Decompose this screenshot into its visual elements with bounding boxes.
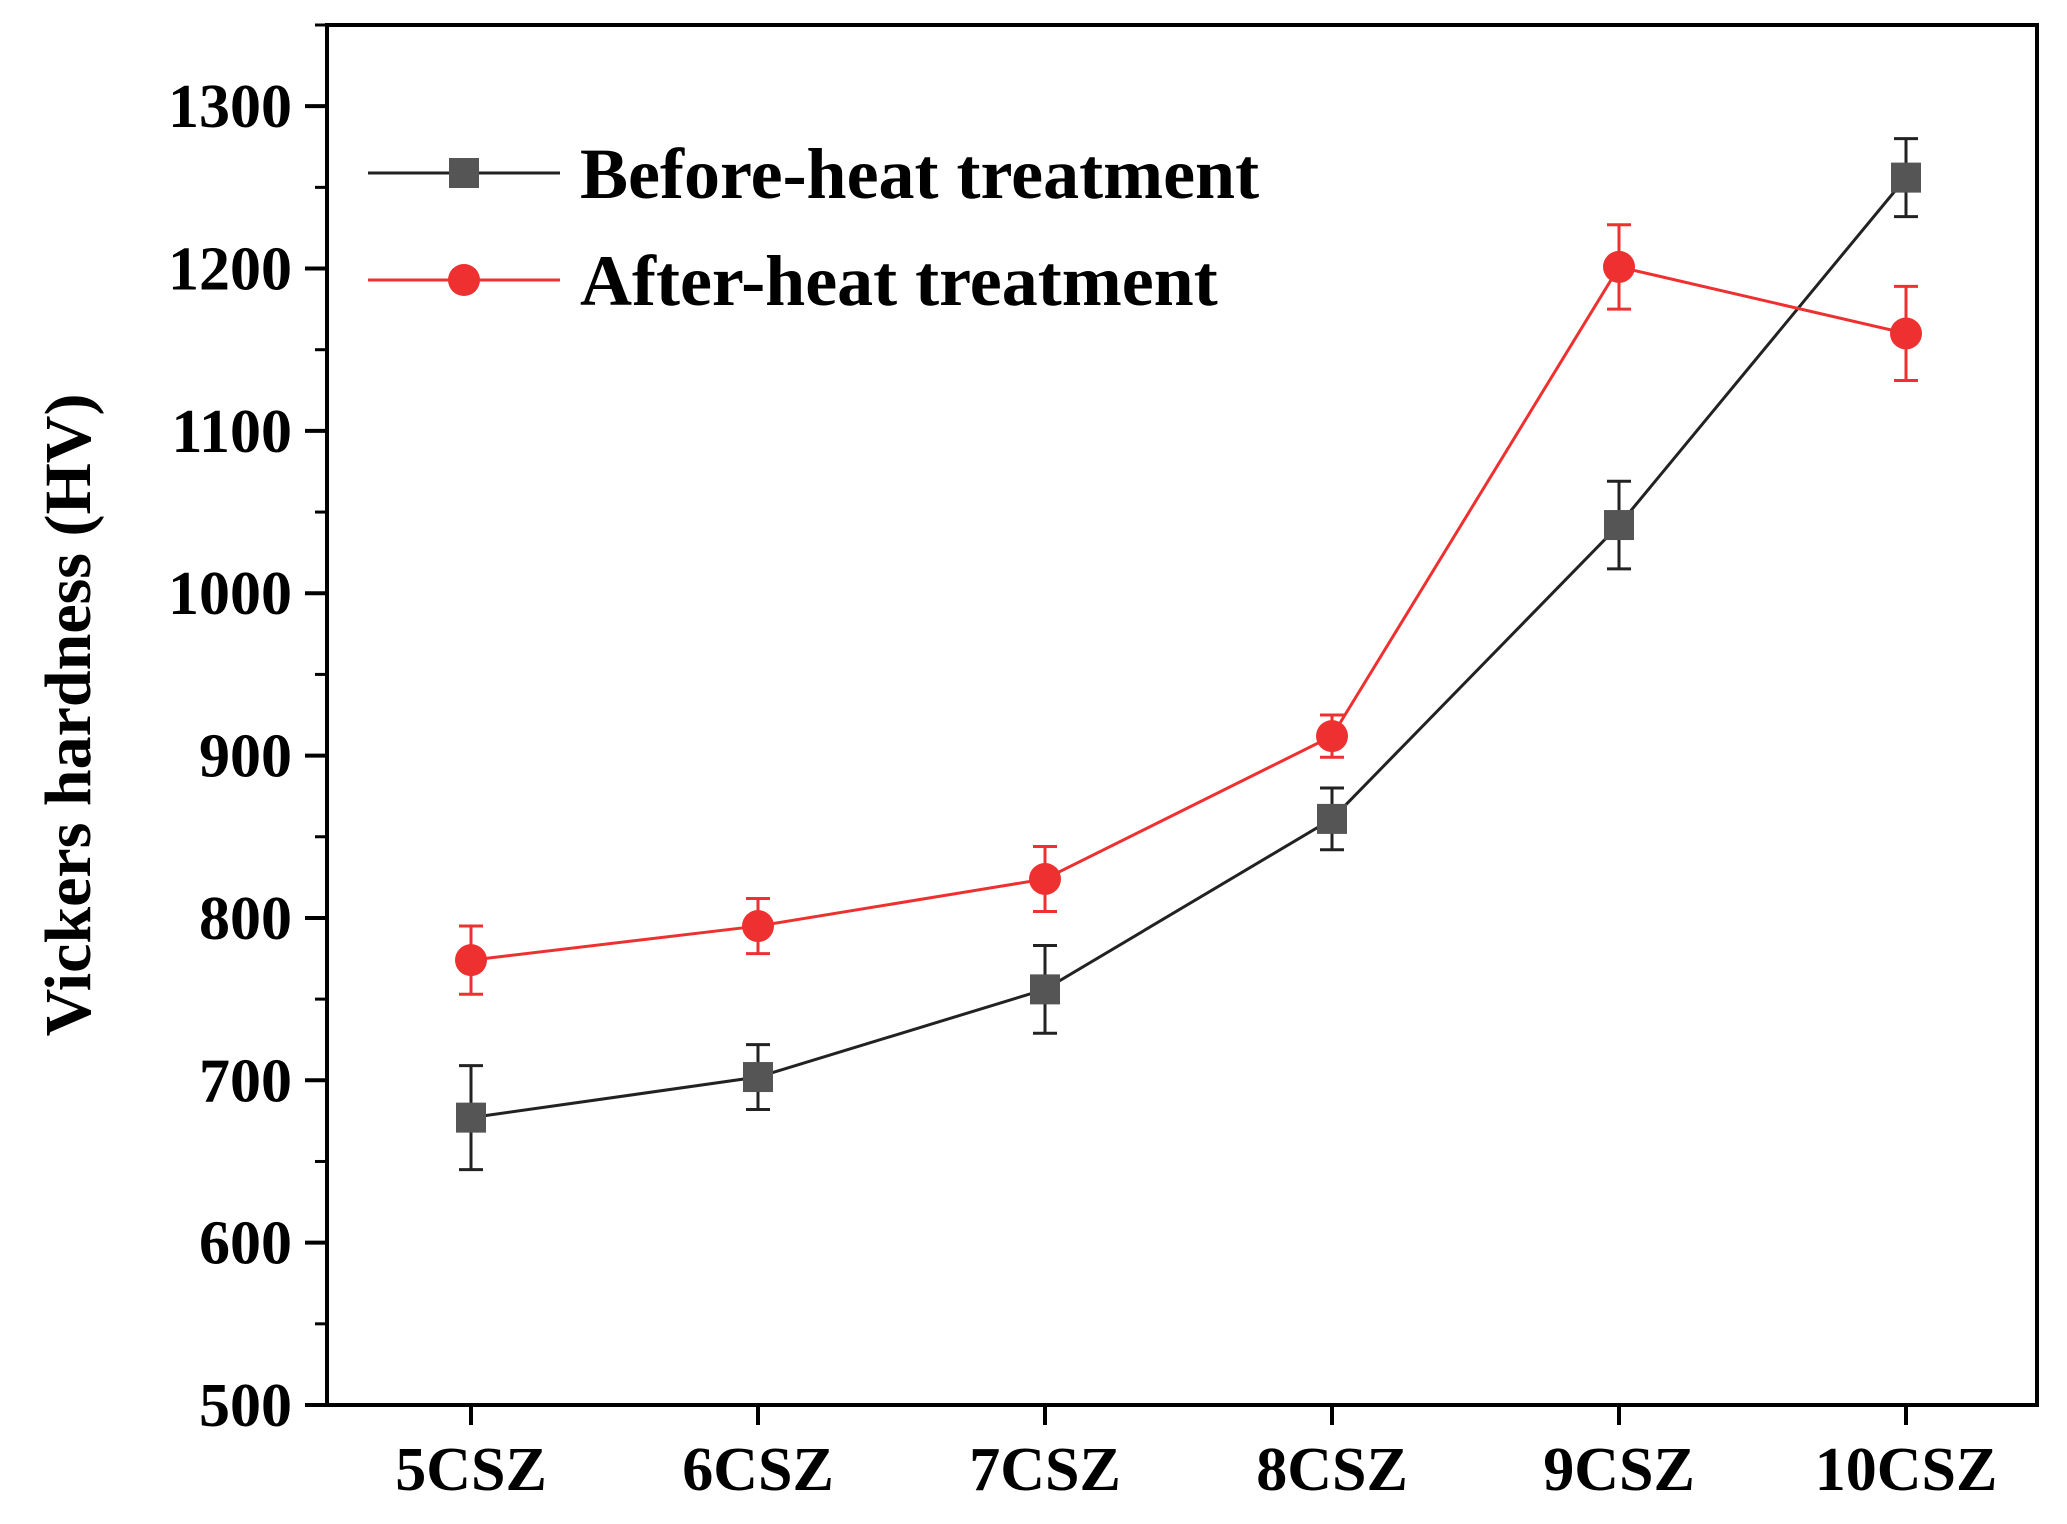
- y-tick-label: 1000: [168, 560, 292, 628]
- y-tick-label: 1100: [171, 398, 292, 466]
- y-tick-label: 700: [199, 1047, 292, 1115]
- y-axis-title: Vickers hardness (HV): [32, 394, 105, 1037]
- data-point-square: [1317, 803, 1347, 834]
- y-tick-label: 900: [199, 723, 292, 791]
- y-tick-label: 800: [199, 885, 292, 953]
- legend: Before-heat treatment After-heat treatmen…: [368, 134, 1259, 321]
- series-before-heat-treatment: [456, 137, 1921, 1172]
- y-tick-label: 500: [199, 1372, 292, 1440]
- y-tick-label: 1300: [168, 73, 292, 141]
- data-point-square: [743, 1062, 773, 1093]
- axes: 500 600 700 800 900 1000 1100 1200 1300 5CSZ 6CSZ 7…: [168, 23, 1998, 1504]
- data-point-square: [1891, 162, 1921, 193]
- plot-frame: [325, 23, 2039, 1407]
- series-after-heat-treatment: [455, 223, 1922, 996]
- series: [455, 137, 1922, 1172]
- legend-label: Before-heat treatment: [580, 134, 1259, 214]
- legend-marker-square: [449, 158, 479, 188]
- legend-marker-circle: [448, 264, 480, 296]
- series-line: [470, 265, 1907, 962]
- data-point-square: [1604, 510, 1634, 541]
- data-point-circle: [1890, 317, 1922, 350]
- y-tick-label: 600: [199, 1210, 292, 1278]
- x-tick-label: 8CSZ: [1256, 1436, 1408, 1504]
- x-tick-label: 10CSZ: [1815, 1436, 1998, 1504]
- data-point-circle: [455, 944, 487, 977]
- y-tick-label: 1200: [168, 236, 292, 304]
- data-point-circle: [1603, 250, 1635, 283]
- x-tick-label: 7CSZ: [969, 1436, 1121, 1504]
- data-point-circle: [742, 910, 774, 943]
- x-tick-label: 5CSZ: [395, 1436, 547, 1504]
- data-point-circle: [1029, 862, 1061, 895]
- data-point-square: [456, 1102, 486, 1133]
- legend-label: After-heat treatment: [580, 241, 1218, 321]
- x-tick-label: 9CSZ: [1543, 1436, 1695, 1504]
- x-tick-label: 6CSZ: [682, 1436, 834, 1504]
- data-point-square: [1030, 974, 1060, 1005]
- data-point-circle: [1316, 720, 1348, 753]
- series-line: [470, 176, 1908, 1120]
